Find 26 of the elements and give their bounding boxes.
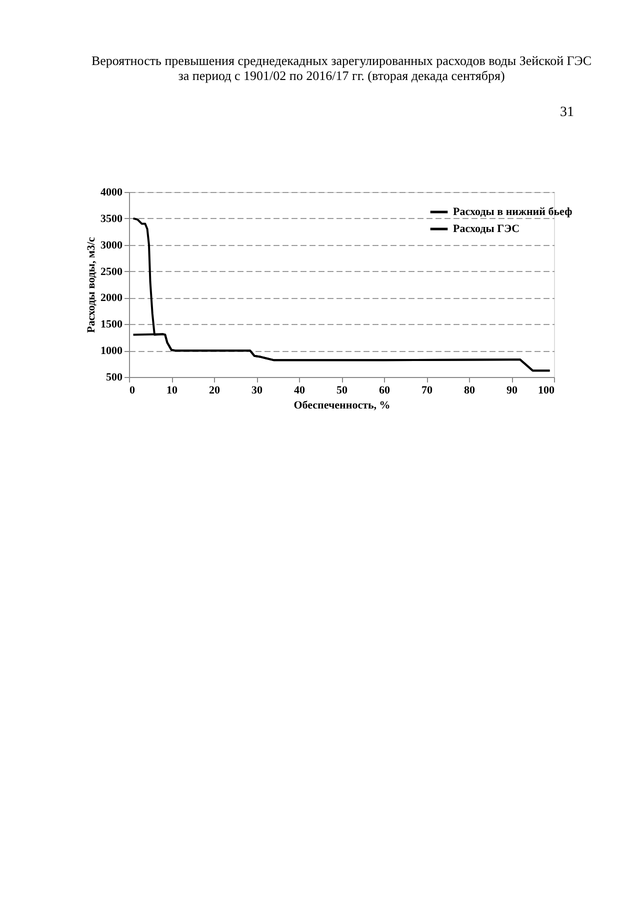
y-tick-label: 3500 xyxy=(100,212,123,225)
y-axis-title: Расходы воды, м3/с xyxy=(86,237,98,333)
y-tick-label: 1000 xyxy=(100,345,123,358)
x-tick-label: 20 xyxy=(209,384,220,396)
text: Вероятность превышения среднедекадных зарегулированных расходов воды Зейской ГЭС xyxy=(91,53,592,68)
x-tick-label: 10 xyxy=(166,384,178,396)
y-tick-label: 3000 xyxy=(100,239,123,252)
y-tick-label: 4000 xyxy=(100,186,123,198)
y-tick-label: 2000 xyxy=(100,292,123,304)
x-tick-label: 50 xyxy=(336,384,348,396)
x-tick-label: 60 xyxy=(379,384,390,396)
x-tick-label: 40 xyxy=(294,384,306,396)
x-tick-label: 0 xyxy=(130,384,136,396)
legend-label: Расходы в нижний бьеф xyxy=(453,206,573,218)
x-tick-label: 80 xyxy=(464,384,476,396)
y-tick-label: 500 xyxy=(106,372,123,384)
x-tick-label: 100 xyxy=(538,384,555,396)
x-tick-label: 70 xyxy=(422,384,433,396)
text: 31 xyxy=(560,105,574,120)
x-tick-label: 90 xyxy=(506,384,518,396)
x-axis-title: Обеспеченность, % xyxy=(294,400,390,412)
legend-label: Расходы ГЭС xyxy=(453,223,520,235)
text: за период с 1901/02 по 2016/17 гг. (вторая декада сентября) xyxy=(178,68,505,83)
x-tick-label: 30 xyxy=(252,384,263,396)
y-tick-label: 1500 xyxy=(100,318,123,331)
y-tick-label: 2500 xyxy=(100,266,123,278)
